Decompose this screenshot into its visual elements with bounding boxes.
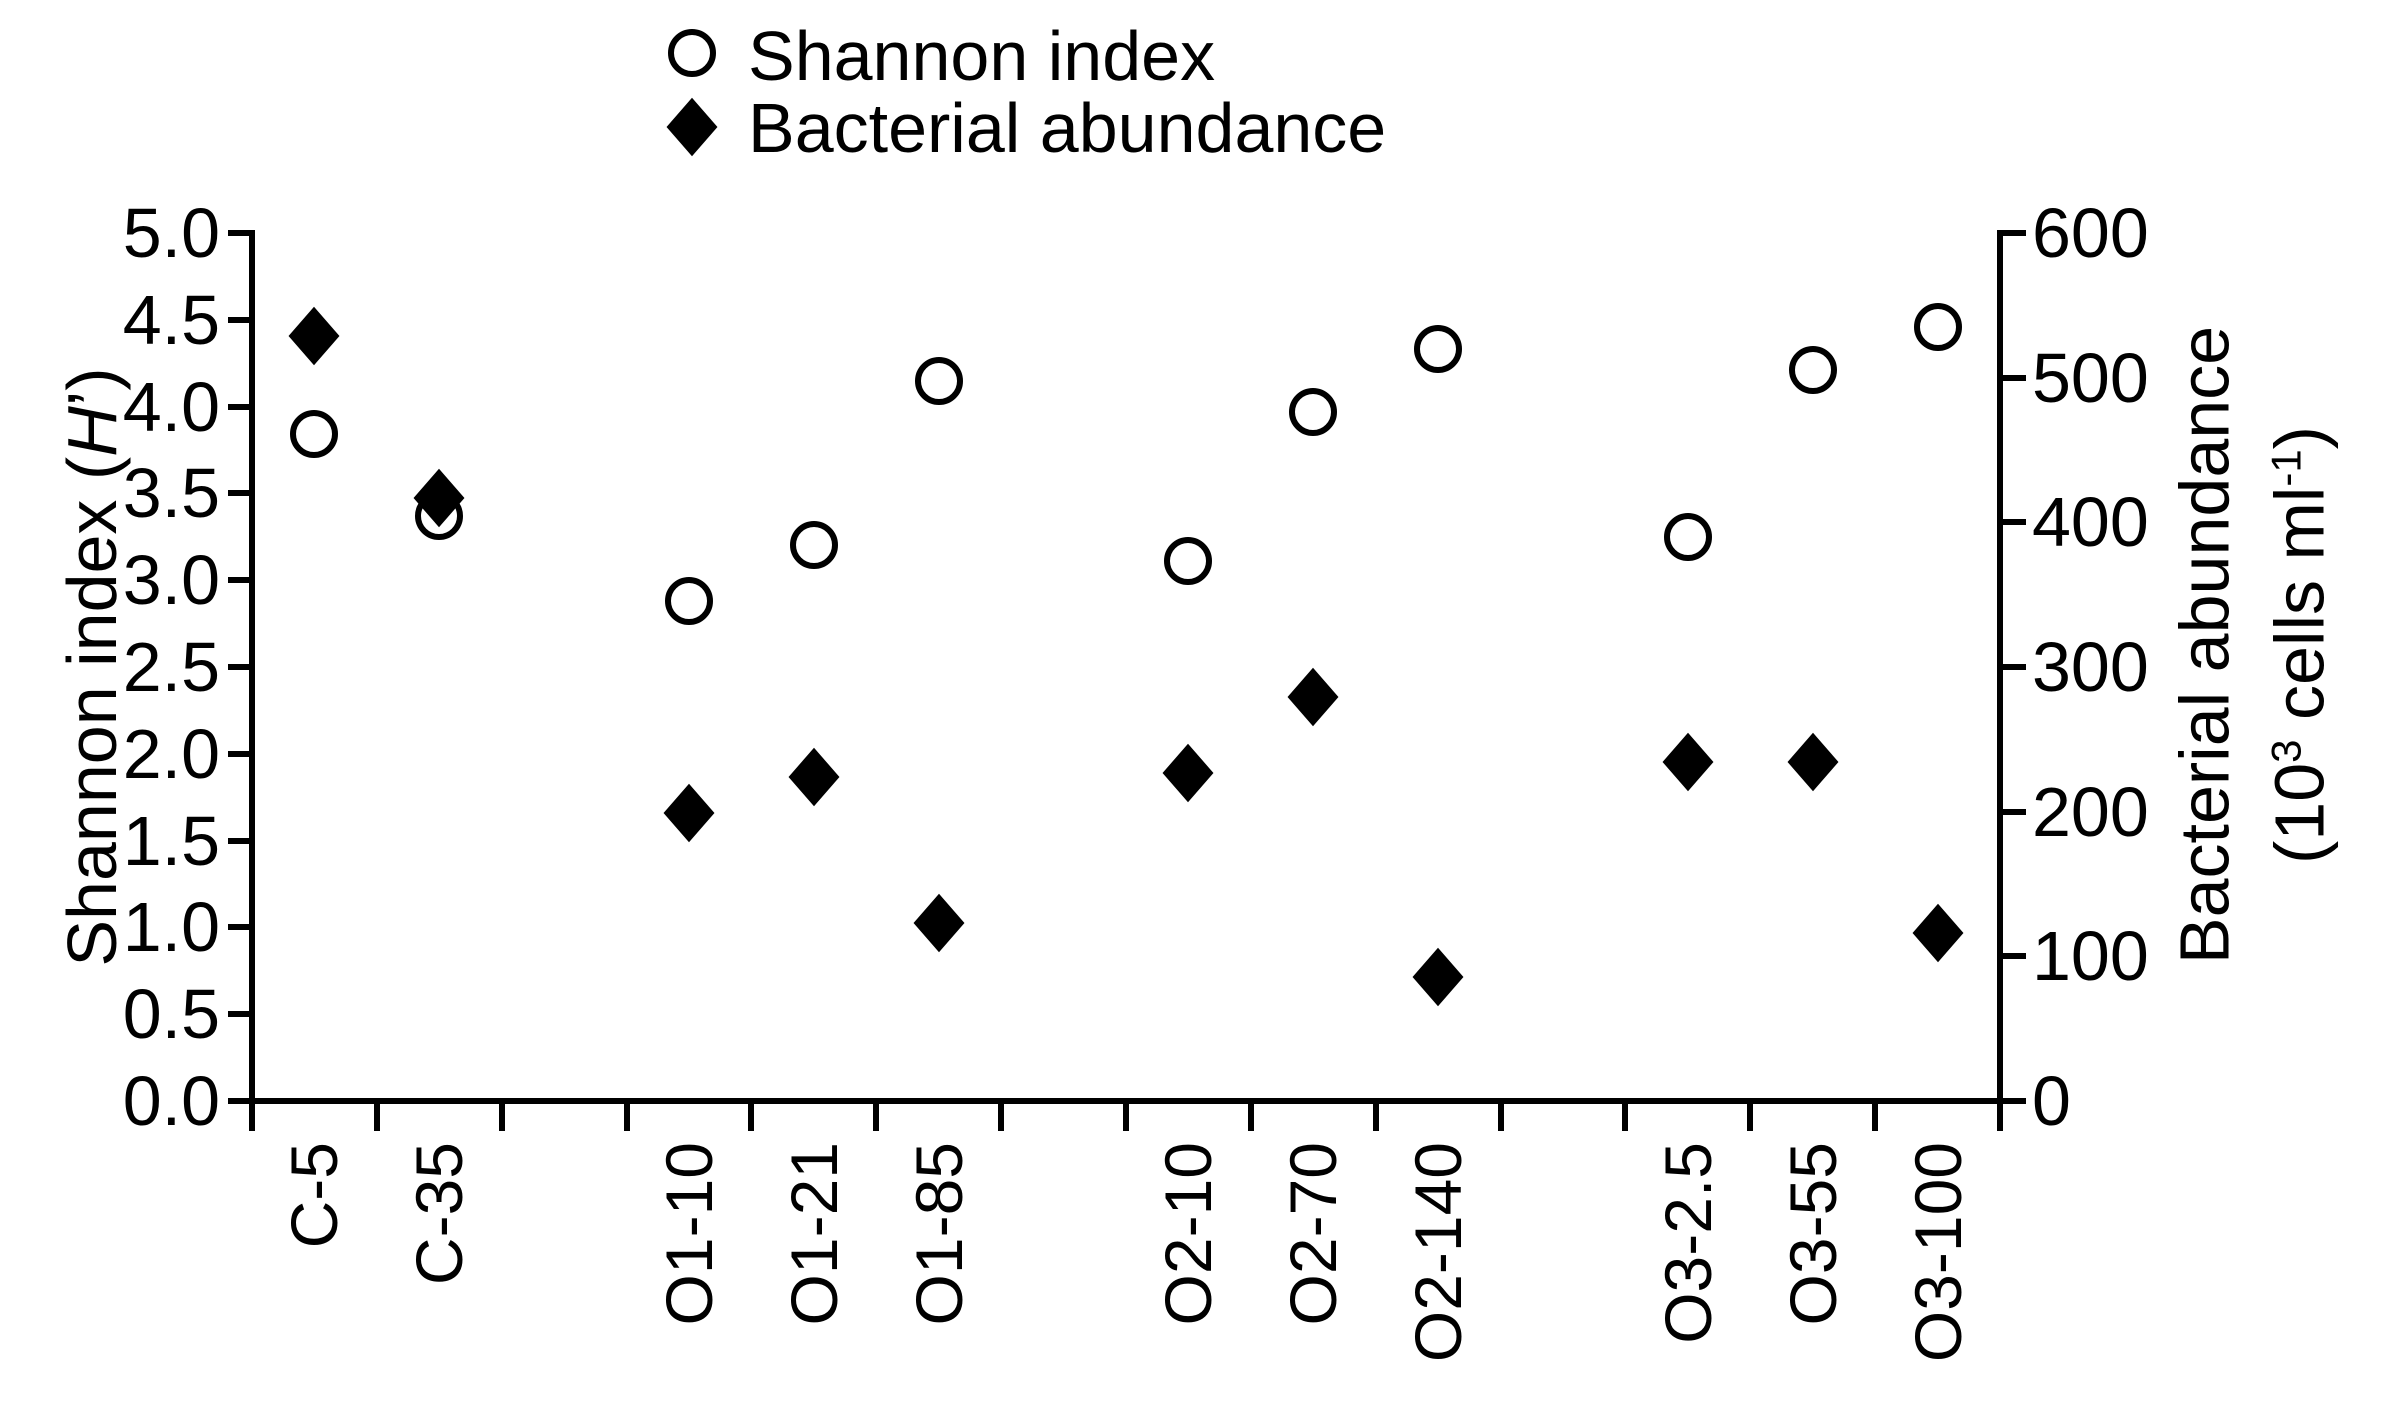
right-axis-tick	[2000, 374, 2026, 381]
right-axis-tick-label: 200	[2032, 772, 2149, 851]
left-axis-tick	[228, 1098, 252, 1104]
point-abundance-O1-21	[788, 747, 840, 807]
left-axis-tick	[228, 750, 252, 757]
x-axis-category-label: C-5	[277, 1142, 352, 1249]
bottom-axis-tick	[249, 1101, 255, 1131]
right-axis-tick	[2000, 519, 2026, 526]
left-axis-tick	[228, 316, 252, 323]
bottom-axis-tick	[1622, 1101, 1629, 1131]
left-axis-tick	[228, 664, 252, 670]
point-abundance-O2-10	[1162, 743, 1214, 802]
left-axis-tick-label: 2.0	[122, 714, 220, 793]
bottom-axis-tick	[623, 1101, 630, 1131]
bottom-axis-tick	[1247, 1101, 1254, 1131]
right-axis-tick	[2000, 953, 2026, 960]
left-axis-tick-label: 4.5	[122, 280, 220, 359]
right-axis-title-line1: Bacterial abundance	[2165, 325, 2244, 965]
point-abundance-O3-100	[1912, 903, 1964, 963]
filled-diamond-icon	[666, 97, 718, 157]
left-axis-tick-label: 0.0	[122, 1062, 220, 1140]
x-axis-category-label: O3-2.5	[1650, 1142, 1725, 1344]
bottom-axis-tick	[873, 1101, 880, 1131]
left-axis-tick-label: 0.5	[122, 975, 220, 1054]
right-axis-tick-label: 600	[2032, 194, 2149, 272]
x-axis-category-label: O3-100	[1900, 1142, 1975, 1363]
left-axis-line	[249, 230, 255, 1104]
right-axis-tick	[2000, 808, 2026, 815]
point-abundance-O1-85	[913, 893, 965, 953]
bottom-axis-tick	[373, 1101, 380, 1131]
x-axis-category-label: O3-55	[1775, 1142, 1850, 1326]
left-axis-tick	[228, 403, 252, 410]
point-shannon-O2-70	[1289, 387, 1338, 436]
left-axis-tick	[228, 837, 252, 844]
bottom-axis-tick	[498, 1101, 505, 1131]
left-axis-tick-label: 3.0	[122, 541, 220, 620]
bottom-axis-tick	[1872, 1101, 1879, 1131]
x-axis-category-label: O2-140	[1401, 1142, 1476, 1363]
bottom-axis-tick	[748, 1101, 755, 1131]
x-axis-category-label: C-35	[402, 1142, 477, 1286]
bottom-axis-tick	[1372, 1101, 1379, 1131]
left-axis-tick	[228, 230, 252, 236]
right-axis-tick-label: 500	[2032, 338, 2149, 417]
x-axis-category-label: O1-85	[901, 1142, 976, 1326]
x-axis-category-label: O2-10	[1151, 1142, 1226, 1326]
point-shannon-O3-100	[1913, 302, 1962, 351]
right-axis-tick-label: 400	[2032, 483, 2149, 562]
left-axis-tick-label: 4.0	[122, 367, 220, 446]
point-abundance-C-5	[288, 306, 340, 365]
point-shannon-O1-21	[789, 521, 838, 570]
right-axis-title-line2: (103 cells ml-1)	[2260, 426, 2339, 864]
bottom-axis-tick	[1747, 1101, 1754, 1131]
right-axis-title: Bacterial abundance (103 cells ml-1)	[2163, 326, 2340, 964]
left-axis-tick-label: 3.5	[122, 454, 220, 533]
right-axis-tick-label: 300	[2032, 628, 2149, 706]
point-shannon-O2-140	[1414, 325, 1463, 374]
bottom-axis-line	[249, 1098, 2022, 1104]
left-axis-tick	[228, 924, 252, 931]
left-axis-tick-label: 5.0	[122, 194, 220, 272]
left-axis-tick-label: 2.5	[122, 628, 220, 706]
left-axis-tick	[228, 490, 252, 497]
point-abundance-O2-70	[1287, 668, 1339, 727]
point-shannon-O1-10	[665, 577, 713, 626]
right-axis-tick-label: 0	[2032, 1062, 2071, 1140]
point-shannon-O2-10	[1164, 537, 1213, 586]
legend-label-shannon: Shannon index	[748, 17, 1216, 95]
right-axis-tick	[2000, 1098, 2026, 1104]
point-abundance-O1-10	[663, 783, 715, 843]
bottom-axis-tick	[1123, 1101, 1129, 1131]
point-shannon-C-5	[290, 410, 339, 459]
bottom-axis-tick	[998, 1101, 1005, 1131]
left-axis-tick-label: 1.5	[122, 801, 220, 880]
point-abundance-O2-140	[1412, 947, 1464, 1006]
open-circle-icon	[668, 29, 716, 77]
left-axis-tick-label: 1.0	[122, 888, 220, 967]
point-shannon-O3-55	[1788, 346, 1837, 395]
bottom-axis-tick	[1997, 1101, 2003, 1131]
x-axis-category-label: O1-21	[776, 1142, 851, 1326]
point-abundance-O3-2.5	[1662, 733, 1714, 792]
x-axis-category-label: O2-70	[1276, 1142, 1351, 1326]
x-axis-category-label: O1-10	[652, 1142, 726, 1326]
point-shannon-O3-2.5	[1663, 512, 1712, 561]
right-axis-tick	[2000, 664, 2026, 670]
left-axis-tick	[228, 577, 252, 584]
point-abundance-O3-55	[1787, 733, 1839, 792]
right-axis-tick-label: 100	[2032, 917, 2149, 996]
legend-label-abundance: Bacterial abundance	[748, 89, 1387, 167]
left-axis-tick	[228, 1011, 252, 1018]
right-axis-tick	[2000, 230, 2026, 236]
bottom-axis-tick	[1497, 1101, 1504, 1131]
point-shannon-O1-85	[914, 356, 963, 405]
